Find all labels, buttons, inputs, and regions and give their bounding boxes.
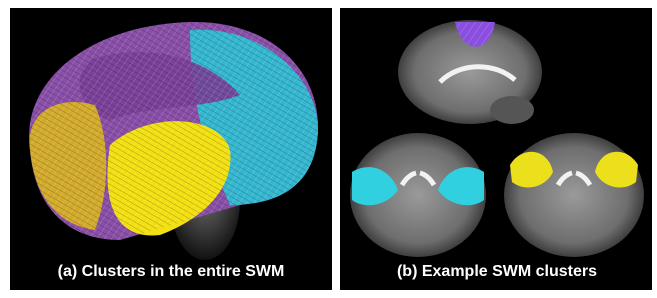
caption-a: (a) Clusters in the entire SWM xyxy=(58,263,285,280)
cerebellum xyxy=(490,96,534,124)
figure: (a) Clusters in the entire SWM (b) Examp… xyxy=(0,0,657,298)
caption-b: (b) Example SWM clusters xyxy=(397,263,597,280)
sagittal-slice xyxy=(395,10,550,132)
coronal-brain xyxy=(504,133,644,257)
coronal-slice-right xyxy=(504,133,644,257)
coronal-slice-left xyxy=(350,133,486,257)
page: {"figure": {"panels": [ {"caption": "(a)… xyxy=(0,0,657,298)
